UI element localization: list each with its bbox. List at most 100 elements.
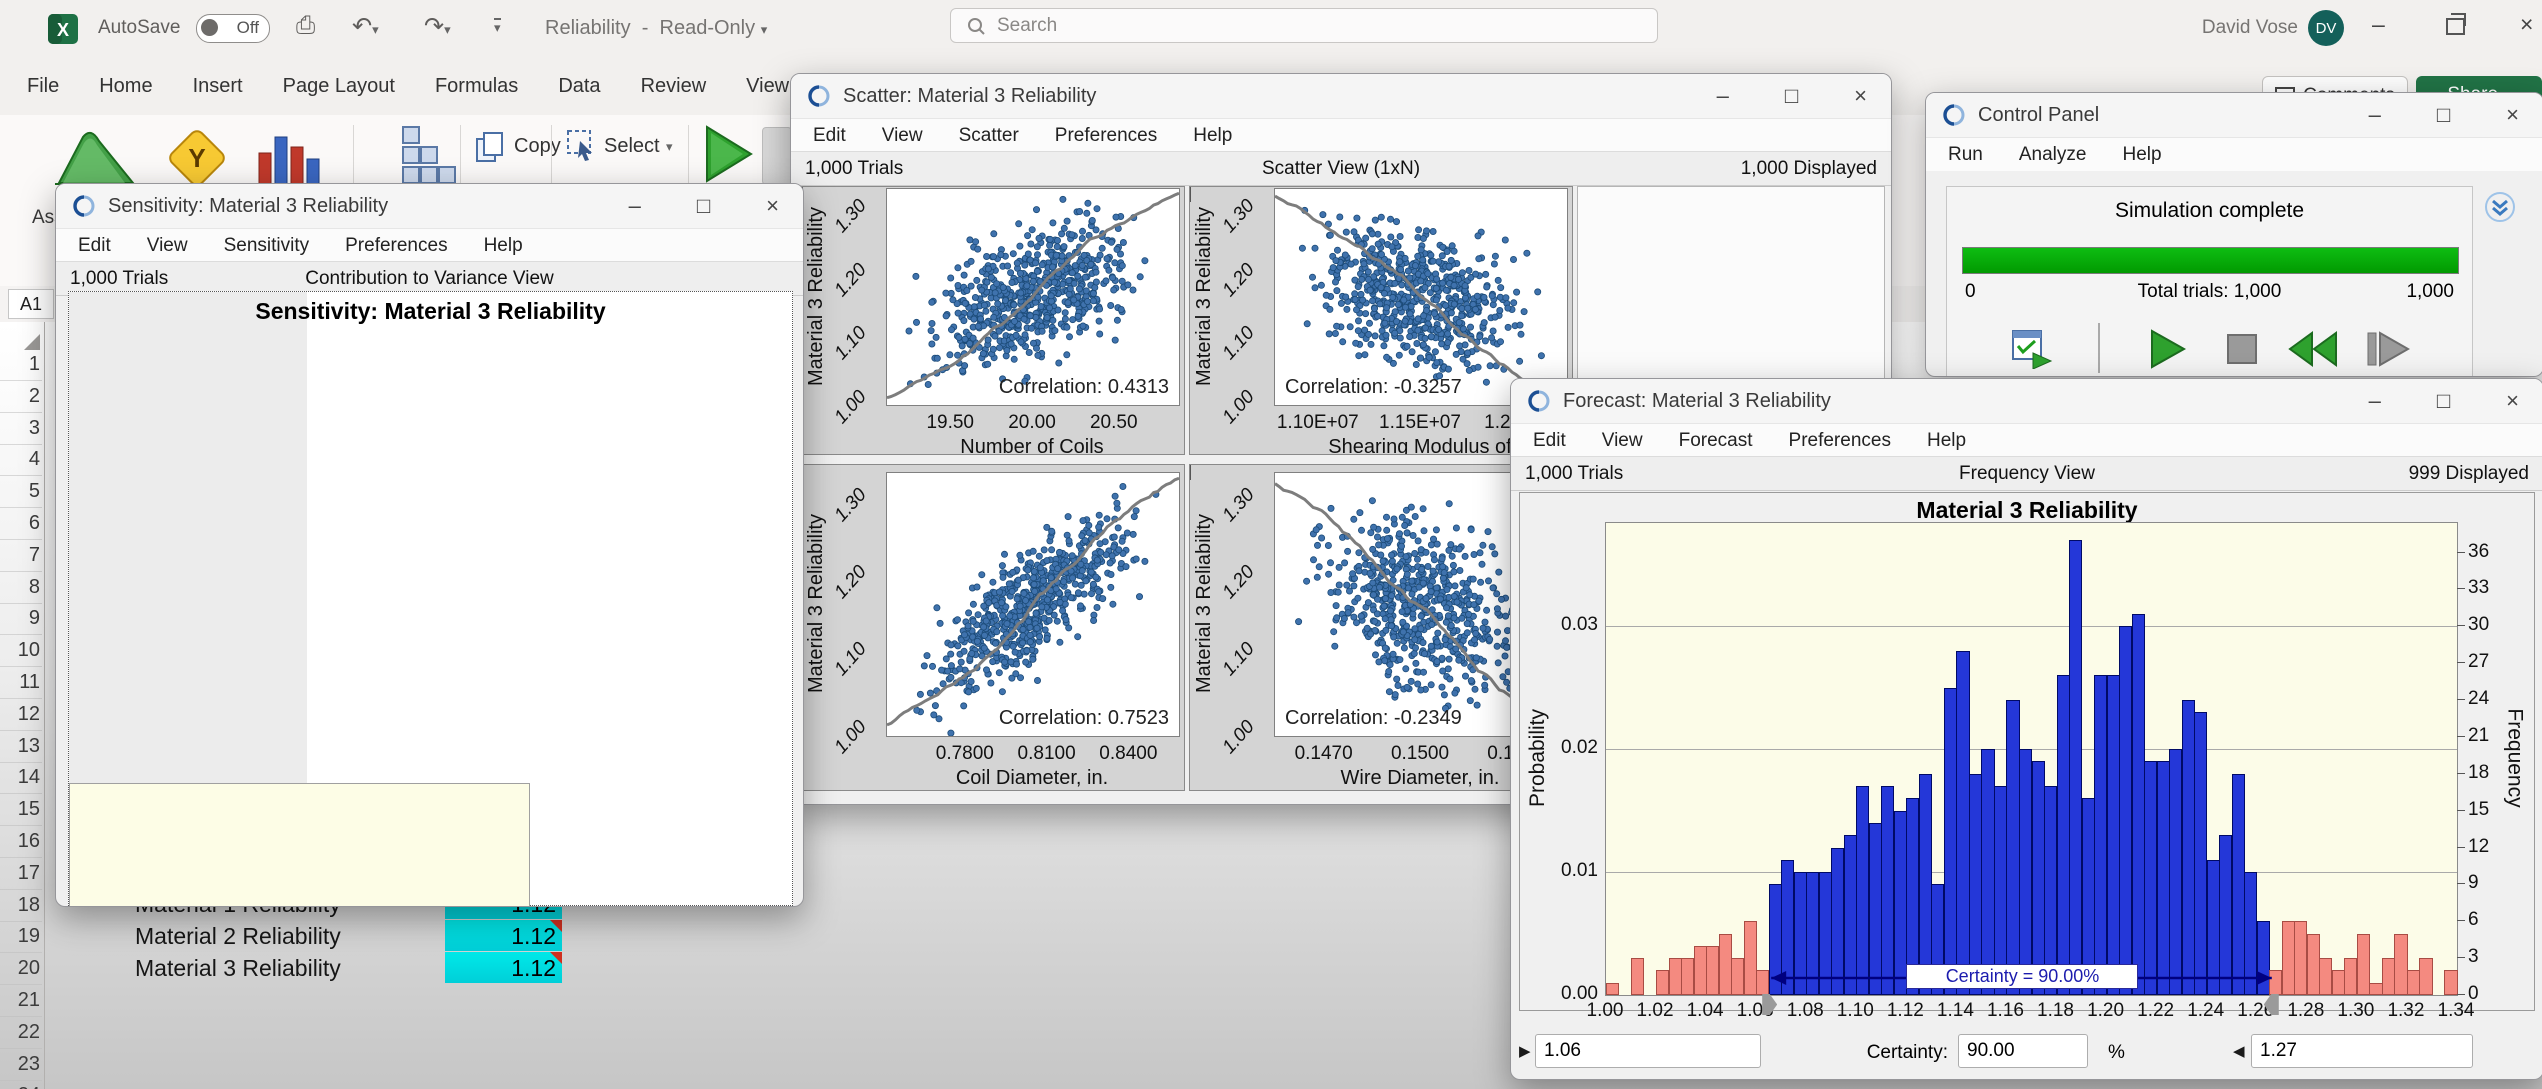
menu-item-preferences[interactable]: Preferences bbox=[345, 234, 448, 256]
row-header-21[interactable]: 21 bbox=[0, 984, 42, 1017]
certainty-hi-grabber[interactable] bbox=[2263, 994, 2279, 1015]
row-header-20[interactable]: 20 bbox=[0, 952, 42, 986]
select-icon[interactable] bbox=[566, 129, 596, 161]
menu-item-view[interactable]: View bbox=[146, 234, 188, 256]
menu-item-help[interactable]: Help bbox=[1926, 429, 1967, 451]
scatter-titlebar[interactable]: Scatter: Material 3 Reliability – □ × bbox=[791, 74, 1891, 118]
tab-file[interactable]: File bbox=[27, 75, 60, 97]
row-header-19[interactable]: 19 bbox=[0, 920, 42, 954]
row-header-7[interactable]: 7 bbox=[0, 539, 42, 572]
forecast-titlebar[interactable]: Forecast: Material 3 Reliability – □ × bbox=[1511, 379, 2542, 423]
row-header-15[interactable]: 15 bbox=[0, 793, 42, 827]
run-preferences-icon[interactable] bbox=[2011, 329, 2053, 369]
row-header-16[interactable]: 16 bbox=[0, 825, 42, 858]
minimize-icon[interactable]: – bbox=[2368, 388, 2381, 413]
select-button[interactable]: Select bbox=[604, 135, 660, 157]
minimize-icon[interactable]: – bbox=[2372, 11, 2385, 37]
define-assumption-icon[interactable] bbox=[53, 123, 139, 189]
row-header-23[interactable]: 23 bbox=[0, 1048, 42, 1081]
avatar[interactable]: DV bbox=[2308, 10, 2344, 46]
tab-insert[interactable]: Insert bbox=[192, 75, 243, 97]
restore-icon[interactable] bbox=[2446, 12, 2466, 40]
range-min-input[interactable] bbox=[1535, 1034, 1761, 1068]
menu-item-forecast[interactable]: Forecast bbox=[1678, 429, 1753, 451]
certainty-input[interactable] bbox=[1958, 1034, 2088, 1068]
menu-item-sensitivity[interactable]: Sensitivity bbox=[223, 234, 310, 256]
play-icon[interactable] bbox=[2148, 329, 2188, 369]
reset-rewind-icon[interactable] bbox=[2288, 331, 2340, 367]
correlation-matrix-icon[interactable] bbox=[393, 125, 473, 191]
close-icon[interactable]: × bbox=[2506, 388, 2519, 413]
certainty-lo-grabber[interactable] bbox=[1762, 994, 1778, 1015]
define-decision-icon[interactable]: Y bbox=[160, 123, 234, 193]
customize-toolbar-icon[interactable]: ▾ bbox=[494, 18, 501, 35]
tab-formulas[interactable]: Formulas bbox=[434, 75, 519, 97]
row-header-8[interactable]: 8 bbox=[0, 571, 42, 604]
menu-item-preferences[interactable]: Preferences bbox=[1054, 124, 1158, 146]
tab-data[interactable]: Data bbox=[558, 75, 601, 97]
close-icon[interactable]: × bbox=[2506, 102, 2519, 127]
forecast-cell[interactable]: 1.12 bbox=[445, 920, 562, 951]
sensitivity-titlebar[interactable]: Sensitivity: Material 3 Reliability – □ … bbox=[56, 184, 803, 228]
row-header-1[interactable]: 1 bbox=[0, 348, 42, 381]
row-header-3[interactable]: 3 bbox=[0, 412, 42, 445]
autosave-toggle[interactable]: Off bbox=[196, 14, 270, 43]
upper-grabber-icon[interactable]: ◀ bbox=[2233, 1043, 2245, 1060]
select-all-corner[interactable] bbox=[24, 334, 40, 350]
menu-item-edit[interactable]: Edit bbox=[813, 124, 846, 146]
undo-icon[interactable]: ↶▾ bbox=[352, 13, 379, 40]
maximize-icon[interactable]: □ bbox=[1784, 83, 1799, 108]
maximize-icon[interactable]: □ bbox=[2436, 102, 2451, 127]
single-step-icon[interactable] bbox=[2366, 331, 2410, 367]
tab-review[interactable]: Review bbox=[640, 75, 707, 97]
control-panel-titlebar[interactable]: Control Panel – □ × bbox=[1926, 93, 2542, 137]
menu-item-help[interactable]: Help bbox=[2122, 143, 2162, 165]
copy-icon[interactable] bbox=[475, 131, 505, 163]
row-header-12[interactable]: 12 bbox=[0, 698, 42, 731]
row-header-18[interactable]: 18 bbox=[0, 889, 42, 922]
tab-page-layout[interactable]: Page Layout bbox=[282, 75, 395, 97]
save-icon[interactable]: ⎙ bbox=[296, 12, 316, 39]
search-input[interactable]: Search bbox=[950, 8, 1658, 43]
menu-item-view[interactable]: View bbox=[1601, 429, 1643, 451]
maximize-icon[interactable]: □ bbox=[2436, 388, 2451, 413]
row-header-24[interactable]: 24 bbox=[0, 1079, 42, 1089]
menu-item-analyze[interactable]: Analyze bbox=[2018, 143, 2087, 165]
row-header-17[interactable]: 17 bbox=[0, 857, 42, 890]
minimize-icon[interactable]: – bbox=[1716, 83, 1729, 108]
menu-item-help[interactable]: Help bbox=[483, 234, 523, 256]
stop-icon[interactable] bbox=[2226, 333, 2258, 365]
close-icon[interactable]: × bbox=[766, 193, 779, 218]
menu-item-edit[interactable]: Edit bbox=[1533, 429, 1566, 451]
row-header-9[interactable]: 9 bbox=[0, 602, 42, 636]
row-header-11[interactable]: 11 bbox=[0, 666, 42, 699]
row-header-10[interactable]: 10 bbox=[0, 634, 42, 668]
redo-icon[interactable]: ↷▾ bbox=[424, 13, 451, 40]
tab-view[interactable]: View bbox=[746, 75, 790, 97]
lower-grabber-icon[interactable]: ▶ bbox=[1519, 1043, 1531, 1060]
define-forecast-icon[interactable] bbox=[247, 123, 327, 191]
menu-item-preferences[interactable]: Preferences bbox=[1788, 429, 1891, 451]
menu-item-run[interactable]: Run bbox=[1948, 143, 1983, 165]
menu-item-edit[interactable]: Edit bbox=[78, 234, 111, 256]
row-header-2[interactable]: 2 bbox=[0, 380, 42, 413]
name-box[interactable]: A1 bbox=[8, 289, 54, 319]
row-header-14[interactable]: 14 bbox=[0, 761, 42, 795]
cell-label[interactable]: Material 2 Reliability bbox=[135, 923, 341, 949]
copy-button[interactable]: Copy bbox=[514, 135, 561, 157]
close-icon[interactable]: × bbox=[2520, 11, 2534, 37]
menu-item-view[interactable]: View bbox=[881, 124, 923, 146]
row-header-6[interactable]: 6 bbox=[0, 507, 42, 540]
minimize-icon[interactable]: – bbox=[2368, 102, 2381, 127]
minimize-icon[interactable]: – bbox=[628, 193, 641, 218]
row-header-22[interactable]: 22 bbox=[0, 1016, 42, 1049]
tab-home[interactable]: Home bbox=[99, 75, 153, 97]
forecast-cell[interactable]: 1.12 bbox=[445, 952, 562, 983]
expand-panel-icon[interactable] bbox=[2484, 191, 2516, 223]
maximize-icon[interactable]: □ bbox=[696, 193, 711, 218]
range-max-input[interactable] bbox=[2251, 1034, 2473, 1068]
cell-label[interactable]: Material 3 Reliability bbox=[135, 955, 341, 981]
row-header-4[interactable]: 4 bbox=[0, 443, 42, 477]
menu-item-help[interactable]: Help bbox=[1193, 124, 1233, 146]
menu-item-scatter[interactable]: Scatter bbox=[958, 124, 1019, 146]
